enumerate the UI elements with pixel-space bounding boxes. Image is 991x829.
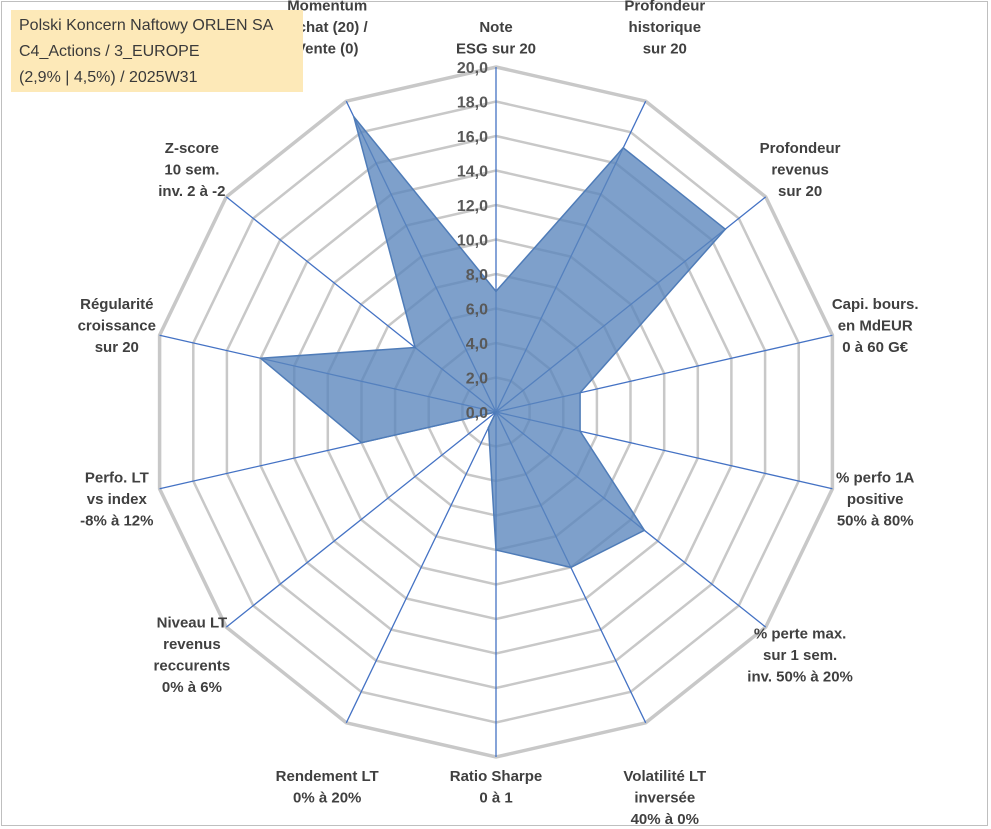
axis-label-4: % perfo 1A — [836, 469, 915, 486]
tick-label: 16,0 — [457, 129, 488, 146]
axis-label-1: sur 20 — [643, 41, 687, 58]
tick-label: 2,0 — [466, 371, 488, 388]
axis-label-1: Profondeur — [624, 0, 705, 15]
axis-label-6: 40% à 0% — [631, 811, 699, 828]
axis-label-7: 0 à 1 — [479, 790, 512, 807]
axis-label-11: sur 20 — [95, 339, 139, 356]
axis-label-4: positive — [847, 491, 904, 508]
data-point-2 — [724, 228, 727, 230]
data-point-8 — [487, 426, 490, 429]
axis-label-5: sur 1 sem. — [763, 647, 837, 664]
tick-label: 14,0 — [457, 164, 488, 181]
axis-label-13: Achat (20) / — [287, 19, 369, 36]
axis-label-5: % perte max. — [754, 625, 847, 642]
tick-label: 6,0 — [466, 302, 488, 319]
data-point-7 — [495, 549, 497, 551]
tick-label: 18,0 — [457, 95, 488, 112]
data-point-4 — [579, 430, 581, 433]
axis-label-10: vs index — [87, 491, 148, 508]
spoke-8 — [345, 411, 497, 724]
data-point-10 — [360, 441, 363, 444]
axis-label-9: revenus — [163, 636, 221, 653]
data-point-1 — [622, 147, 624, 149]
axis-label-9: 0% à 6% — [162, 679, 222, 696]
axis-label-3: Capi. bours. — [832, 296, 919, 313]
tick-label: 20,0 — [457, 60, 488, 77]
axis-label-8: Rendement LT — [276, 768, 379, 785]
axis-label-6: inversée — [634, 790, 695, 807]
data-point-9 — [495, 411, 497, 413]
tick-label: 8,0 — [466, 267, 488, 284]
axis-label-6: Volatilité LT — [623, 768, 706, 785]
yield-week: (2,9% | 4,5%) / 2025W31 — [19, 69, 198, 86]
axis-label-12: 10 sem. — [164, 162, 219, 179]
axis-label-13: Momentum — [287, 0, 367, 15]
data-point-12 — [414, 346, 416, 349]
axis-label-11: croissance — [78, 318, 156, 335]
security-name: Polski Koncern Naftowy ORLEN SA — [19, 17, 274, 34]
series-layer — [258, 115, 727, 569]
tick-label: 12,0 — [457, 198, 488, 215]
axis-label-2: sur 20 — [778, 183, 822, 200]
category-path: C4_Actions / 3_EUROPE — [19, 43, 200, 60]
data-point-6 — [570, 566, 572, 569]
tick-label: 0,0 — [466, 405, 488, 422]
axis-label-3: 0 à 60 G€ — [842, 339, 909, 356]
tick-label: 4,0 — [466, 336, 488, 353]
data-point-3 — [579, 392, 581, 394]
axis-label-7: Ratio Sharpe — [450, 768, 543, 785]
data-point-0 — [495, 290, 497, 293]
axis-label-2: Profondeur — [760, 140, 841, 157]
axis-label-10: Perfo. LT — [85, 469, 149, 486]
axis-label-8: 0% à 20% — [293, 790, 361, 807]
axis-label-12: Z-score — [165, 140, 219, 157]
axis-label-layer: Note ESG sur 20 Profondeur historique sur 20… — [78, 0, 919, 828]
tick-label: 10,0 — [457, 233, 488, 250]
data-point-13 — [353, 115, 355, 118]
data-point-11 — [259, 357, 262, 360]
axis-label-12: inv. 2 à -2 — [158, 183, 225, 200]
axis-label-0: ESG sur 20 — [456, 41, 536, 58]
axis-label-13: Vente (0) — [296, 41, 359, 58]
axis-label-10: -8% à 12% — [80, 512, 153, 529]
spoke-9 — [225, 411, 497, 628]
axis-label-9: reccurents — [154, 658, 231, 675]
axis-label-3: en MdEUR — [838, 318, 913, 335]
security-info-box: Polski Koncern Naftowy ORLEN SA C4_Actio… — [11, 10, 303, 92]
axis-label-11: Régularité — [80, 296, 153, 313]
axis-label-2: revenus — [771, 162, 829, 179]
data-point-5 — [643, 529, 646, 532]
axis-label-5: inv. 50% à 20% — [747, 668, 853, 685]
axis-label-1: historique — [629, 19, 702, 36]
axis-label-9: Niveau LT — [157, 615, 228, 632]
axis-label-0: Note — [479, 19, 512, 36]
tick-layer: 0,0 2,0 4,0 6,0 8,0 10,0 12,0 14,0 16,0 18,0 20,0 — [457, 60, 488, 422]
series-area-0 — [258, 116, 727, 569]
axis-label-4: 50% à 80% — [837, 512, 914, 529]
